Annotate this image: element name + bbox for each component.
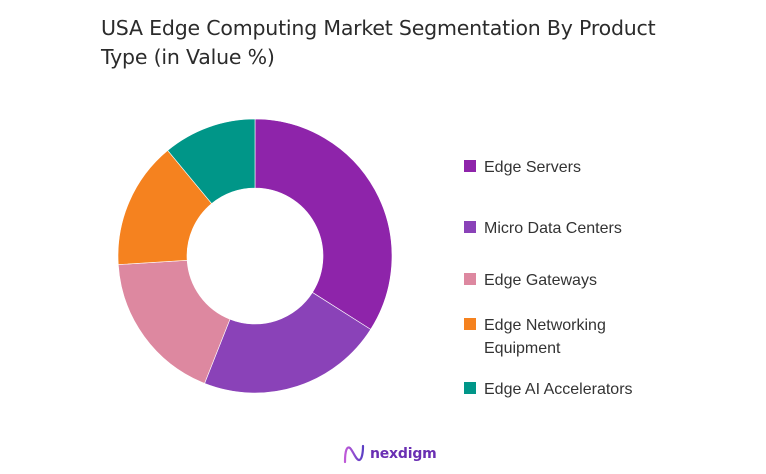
legend-item-micro-data-centers: Micro Data Centers (464, 217, 664, 240)
legend-swatch (464, 382, 476, 394)
legend-item-edge-servers: Edge Servers (464, 156, 664, 179)
legend-label: Edge Servers (484, 159, 581, 176)
legend-swatch (464, 273, 476, 285)
legend-label: Edge Gateways (484, 272, 597, 289)
brand-name: nexdigm (370, 446, 437, 462)
legend-label: Micro Data Centers (484, 220, 622, 237)
legend-label: Edge AI Accelerators (484, 381, 633, 398)
legend-swatch (464, 221, 476, 233)
legend-item-edge-ai-accelerators: Edge AI Accelerators (464, 378, 664, 401)
legend-item-edge-gateways: Edge Gateways (464, 269, 664, 292)
donut-slice-edge-ai-accelerators (167, 118, 256, 205)
brand-logo: nexdigm (343, 444, 437, 464)
legend-swatch (464, 160, 476, 172)
legend-swatch (464, 318, 476, 330)
chart-title: USA Edge Computing Market Segmentation B… (101, 16, 656, 69)
donut-slice-edge-servers (254, 118, 393, 330)
legend-label: Edge Networking Equipment (484, 317, 606, 357)
donut-slice-micro-data-centers (204, 292, 372, 394)
legend-item-edge-networking-equipment: Edge Networking Equipment (464, 314, 629, 360)
nexdigm-logo-icon (343, 444, 365, 464)
